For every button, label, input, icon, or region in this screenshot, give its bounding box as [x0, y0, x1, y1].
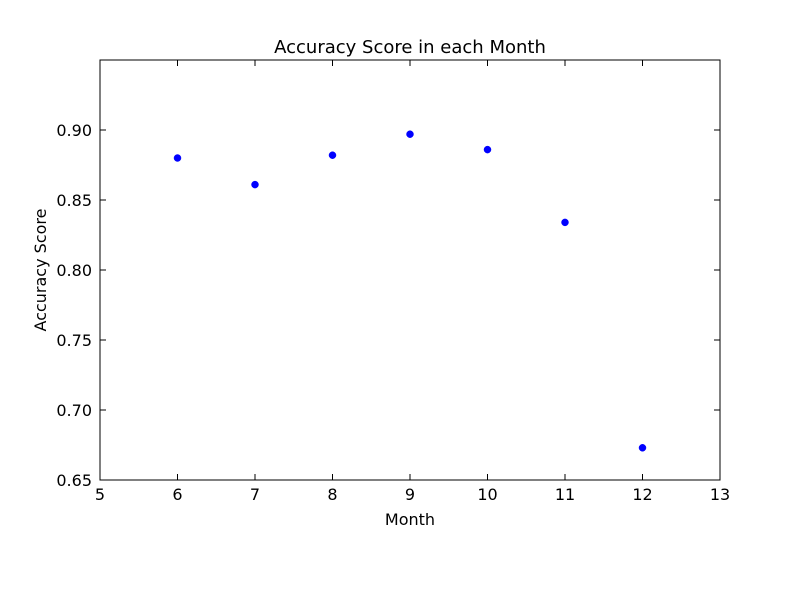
x-tick-label: 5 [95, 485, 105, 504]
axes-frame [99, 59, 721, 481]
data-point [251, 180, 259, 189]
data-point [406, 130, 414, 138]
x-tick-label: 8 [327, 485, 337, 504]
y-tick-label: 0.65 [56, 471, 92, 490]
y-tick-label: 0.80 [56, 261, 92, 280]
y-tick-label: 0.75 [56, 331, 92, 350]
data-point [638, 444, 647, 452]
x-tick-label: 7 [250, 485, 260, 504]
y-axis-label: Accuracy Score [31, 209, 50, 332]
plot-area: 5 6 7 8 9 10 11 12 13 0.65 0.70 0.75 0.80 0.85 0.90 [56, 60, 730, 504]
data-point [561, 218, 569, 227]
y-tick-label: 0.70 [56, 401, 92, 420]
x-tick-label: 10 [477, 485, 497, 504]
data-point [173, 154, 182, 162]
x-tick-label: 13 [710, 485, 730, 504]
data-point [483, 145, 492, 154]
chart-title: Accuracy Score in each Month [274, 37, 546, 58]
x-tick-label: 6 [172, 485, 182, 504]
data-point [328, 151, 337, 159]
x-tick-label: 12 [632, 485, 652, 504]
x-axis-label: Month [385, 510, 435, 529]
x-tick-label: 11 [555, 485, 575, 504]
y-tick-label: 0.85 [56, 191, 92, 210]
x-tick-label: 9 [405, 485, 415, 504]
y-tick-label: 0.90 [56, 121, 92, 140]
